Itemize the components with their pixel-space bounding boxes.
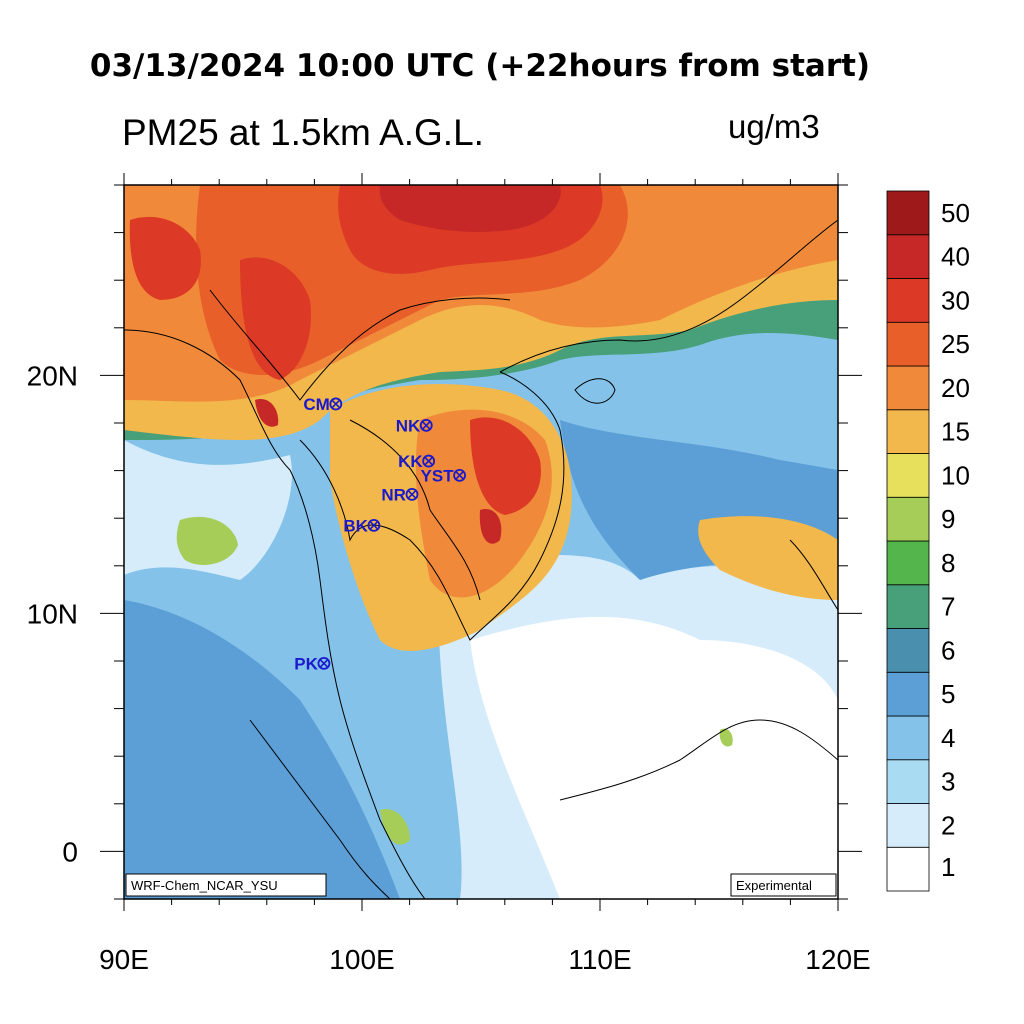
site-yst: YST	[421, 466, 466, 485]
site-pk: PK	[294, 654, 331, 673]
site-bk: BK	[343, 516, 381, 535]
colorbar-label: 10	[941, 460, 970, 490]
colorbar-box	[886, 628, 930, 673]
site-marker-icon	[453, 468, 466, 482]
figure-title: 03/13/2024 10:00 UTC (+22hours from star…	[89, 48, 871, 84]
model-note: WRF-Chem_NCAR_YSU	[125, 873, 327, 897]
colorbar-label: 1	[941, 852, 955, 882]
colorbar-label: 25	[941, 329, 970, 359]
site-marker-icon	[405, 487, 419, 501]
site-cross-icon	[424, 456, 434, 466]
variable-title: PM25 at 1.5km A.G.L.	[122, 112, 484, 153]
colorbar-label: 4	[941, 723, 955, 753]
site-cm: CM	[303, 395, 343, 414]
colorbar-label: 2	[941, 810, 955, 840]
colorbar-label: 3	[941, 767, 955, 797]
model-note-text: WRF-Chem_NCAR_YSU	[131, 878, 278, 893]
colorbar-box	[886, 453, 930, 498]
colorbar-box	[886, 671, 930, 717]
site-label: NK	[396, 416, 421, 435]
colorbar-label: 9	[941, 504, 955, 534]
site-cross-icon	[407, 489, 417, 499]
colorbar-box	[886, 846, 930, 892]
site-label: CM	[303, 395, 329, 414]
colorbar-box	[886, 190, 930, 236]
colorbar-box	[886, 409, 930, 454]
map-frame	[123, 184, 839, 900]
x-tick-label: 100E	[329, 944, 394, 975]
site-label: BK	[343, 516, 368, 535]
colorbar-box	[886, 496, 930, 542]
site-cross-icon	[455, 470, 465, 480]
y-tick-label: 20N	[27, 360, 78, 391]
colorbar-label: 7	[941, 592, 955, 622]
site-cross-icon	[319, 658, 329, 668]
y-tick-label: 0	[62, 836, 78, 867]
colorbar-box	[886, 540, 930, 586]
site-cross-icon	[331, 399, 341, 409]
axis-ticks: 90E 100E 110E 120E 0 10N 20N	[27, 173, 871, 975]
x-tick-label: 110E	[568, 944, 631, 975]
site-label: NR	[381, 485, 406, 504]
y-tick-label: 10N	[27, 598, 78, 629]
colorbar-box	[886, 803, 930, 848]
site-marker-icon	[419, 418, 433, 432]
colorbar-box	[886, 715, 930, 761]
x-tick-label: 90E	[99, 944, 149, 975]
colorbar-label: 5	[941, 679, 955, 709]
colorbar-box	[886, 365, 930, 411]
colorbar-label: 15	[941, 417, 970, 447]
site-marker-icon	[329, 397, 343, 411]
site-cross-icon	[369, 520, 379, 530]
colorbar: 1 2 3 4 5 6 7 8 9 10 15 20 25 30 40 50	[886, 190, 970, 892]
colorbar-label: 30	[941, 285, 970, 315]
site-label: YST	[421, 466, 455, 485]
site-nk: NK	[396, 416, 433, 435]
colorbar-box	[886, 321, 930, 367]
site-label: KK	[398, 452, 423, 471]
site-nr: NR	[381, 485, 419, 504]
site-label: PK	[294, 654, 318, 673]
coastlines	[124, 219, 838, 899]
colorbar-box	[886, 234, 930, 279]
site-cross-icon	[421, 420, 431, 430]
experimental-note-text: Experimental	[736, 878, 812, 893]
colorbar-label: 50	[941, 198, 970, 228]
colorbar-box	[886, 278, 930, 323]
site-marker-icon	[367, 518, 381, 532]
x-tick-label: 120E	[805, 944, 870, 975]
colorbar-label: 20	[941, 373, 970, 403]
colorbar-label: 8	[941, 548, 955, 578]
concentration-field	[124, 185, 838, 899]
site-marker-icon	[422, 454, 436, 468]
colorbar-label: 40	[941, 242, 970, 272]
colorbar-box	[886, 584, 930, 629]
site-kk: KK	[398, 452, 436, 471]
units-label: ug/m3	[728, 108, 820, 145]
colorbar-label: 6	[941, 635, 955, 665]
colorbar-box	[886, 759, 930, 804]
experimental-note: Experimental	[730, 873, 837, 897]
site-marker-icon	[317, 656, 331, 670]
